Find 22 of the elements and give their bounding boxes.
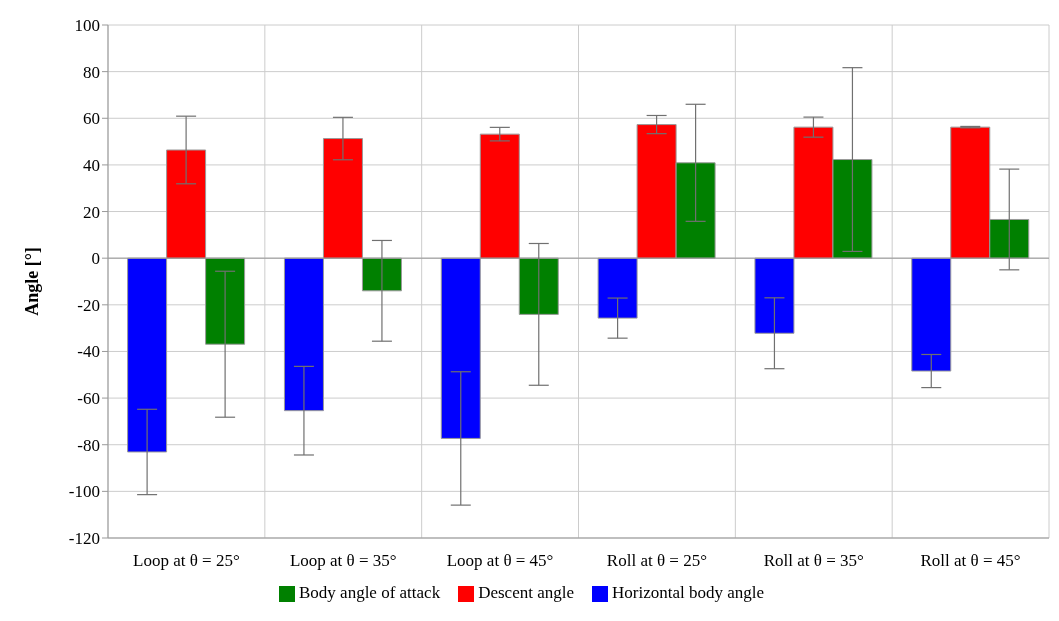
y-tick-label: 40 — [83, 155, 100, 175]
legend-label: Body angle of attack — [299, 583, 441, 602]
x-tick-label: Loop at θ = 25° — [133, 551, 240, 571]
x-tick-label: Roll at θ = 35° — [763, 551, 864, 571]
y-tick-label: -40 — [77, 342, 100, 362]
legend-label: Horizontal body angle — [611, 583, 764, 602]
x-tick-label: Loop at θ = 45° — [446, 551, 554, 571]
y-tick-label: 20 — [83, 202, 100, 222]
y-tick-label: 60 — [83, 109, 100, 129]
y-tick-label: -80 — [77, 435, 100, 455]
y-tick-label: 100 — [74, 16, 100, 36]
y-tick-label: -120 — [68, 529, 100, 549]
y-tick-label: 80 — [83, 62, 100, 82]
legend-label: Descent angle — [478, 583, 574, 602]
x-tick-label: Roll at θ = 25° — [606, 551, 707, 571]
x-tick-label: Roll at θ = 45° — [920, 551, 1021, 571]
y-tick-label: 0 — [91, 249, 100, 269]
y-tick-label: -100 — [68, 482, 100, 502]
y-axis-title: Angle [°] — [22, 247, 43, 316]
y-tick-label: -60 — [77, 389, 100, 409]
x-tick-label: Loop at θ = 35° — [289, 551, 397, 571]
y-tick-label: -20 — [77, 295, 100, 315]
